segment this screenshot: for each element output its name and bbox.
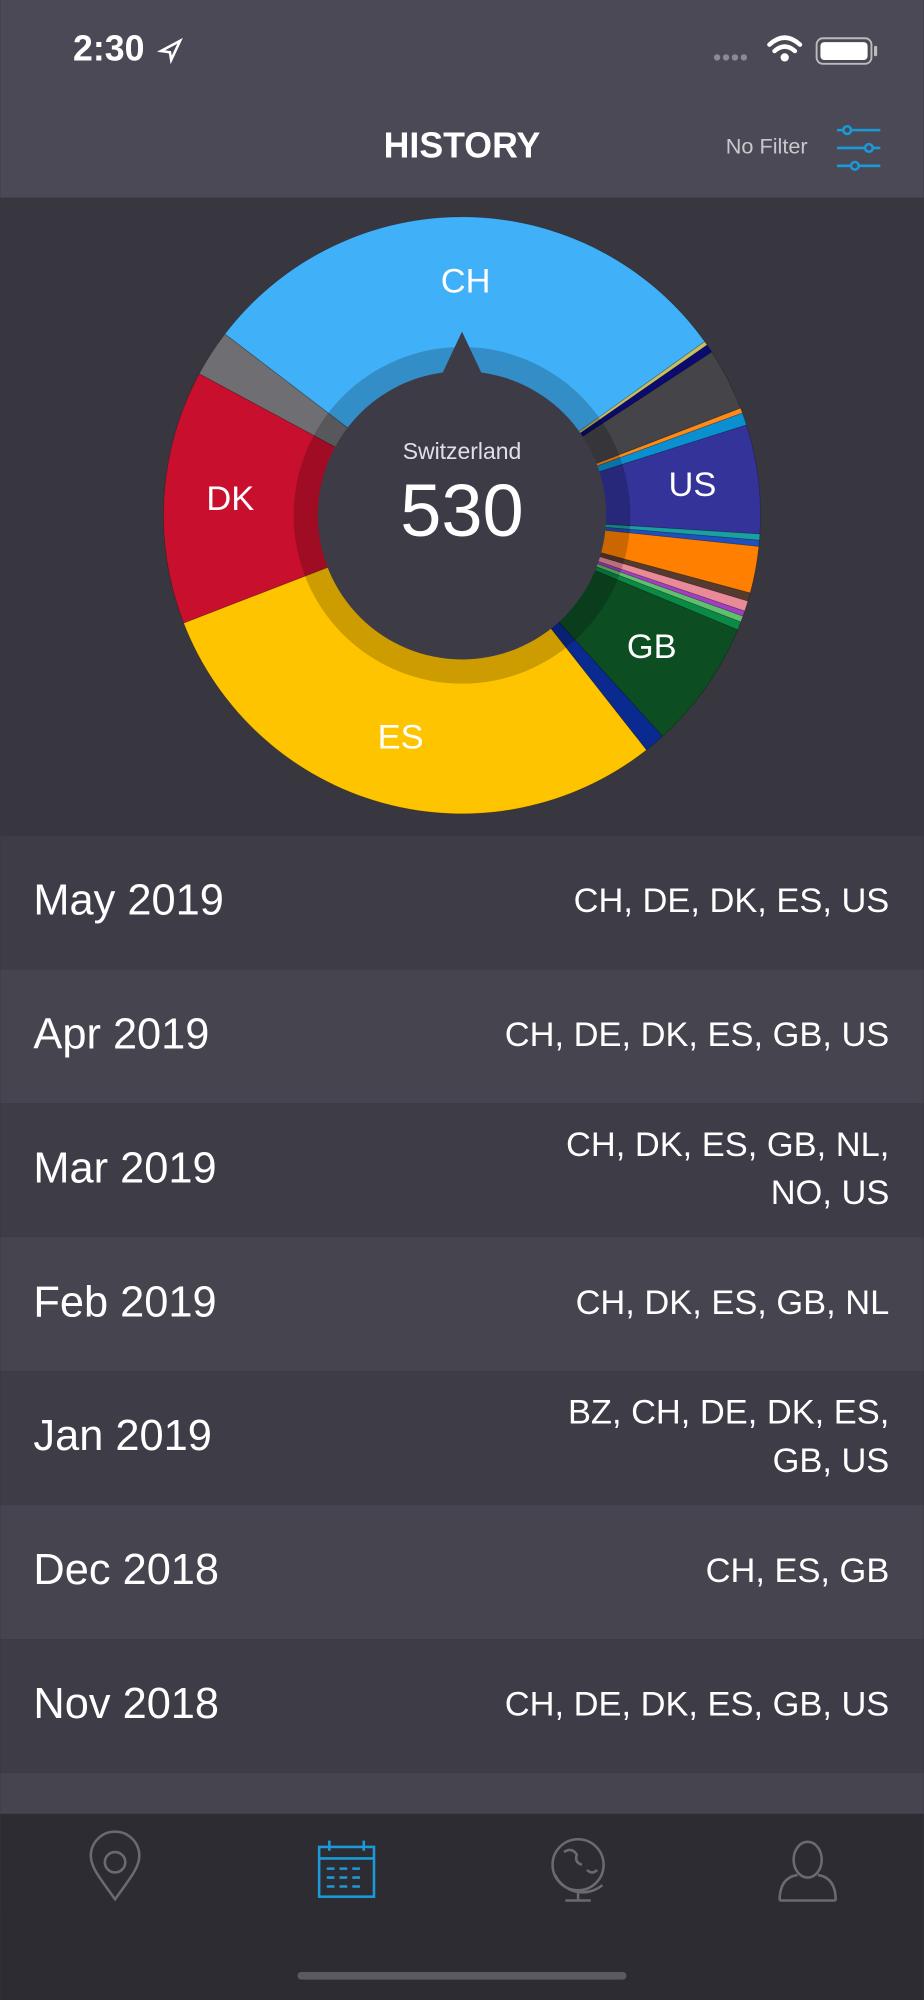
- row-month: Nov 2018: [33, 1680, 219, 1728]
- row-month: Dec 2018: [33, 1546, 219, 1594]
- center-value: 530: [400, 469, 523, 552]
- row-month: May 2019: [33, 877, 223, 925]
- row-countries: CH, DE, DK, ES, US: [574, 882, 890, 920]
- row-countries: CH, ES, GB: [706, 1552, 890, 1590]
- header-title: HISTORY: [384, 125, 541, 165]
- row-countries: GB, US: [773, 1442, 890, 1480]
- row-countries: BZ, CH, DE, DK, ES,: [568, 1394, 889, 1432]
- history-row[interactable]: [0, 1639, 924, 1773]
- history-row[interactable]: [0, 835, 924, 970]
- slice-label: DK: [206, 480, 254, 518]
- history-row[interactable]: [0, 969, 924, 1104]
- history-row[interactable]: [0, 1103, 924, 1238]
- row-countries: CH, DK, ES, GB, NL: [576, 1284, 890, 1322]
- tab-bar: [0, 1813, 924, 2000]
- slice-label: US: [668, 466, 716, 504]
- signal-icon: [713, 54, 748, 61]
- pointer: [441, 331, 483, 375]
- wifi-icon: [767, 35, 803, 62]
- tab-history[interactable]: [317, 1840, 376, 1898]
- row-month: Jan 2019: [33, 1412, 211, 1460]
- row-countries: NO, US: [771, 1174, 890, 1212]
- donut-chart: CH US GB ES DK: [163, 216, 761, 815]
- tab-location[interactable]: [89, 1830, 141, 1902]
- history-list: May 2019 CH, DE, DK, ES, US Apr 2019 CH, DE…: [0, 835, 924, 1907]
- location-icon: [156, 37, 183, 65]
- tab-profile[interactable]: [778, 1840, 837, 1902]
- status-time: 2:30: [73, 28, 144, 68]
- slice-label: ES: [378, 718, 424, 756]
- row-countries: CH, DE, DK, ES, GB, US: [505, 1686, 889, 1724]
- history-row[interactable]: [0, 1505, 924, 1640]
- history-row[interactable]: [0, 1237, 924, 1372]
- slice-label: GB: [627, 628, 677, 666]
- row-countries: CH, DE, DK, ES, GB, US: [505, 1016, 889, 1054]
- filter-label[interactable]: No Filter: [726, 134, 808, 159]
- tab-globe[interactable]: [551, 1838, 605, 1902]
- center-label: Switzerland: [403, 438, 522, 464]
- row-countries: CH, DK, ES, GB, NL,: [566, 1126, 889, 1164]
- donut-center: [317, 371, 607, 660]
- history-row[interactable]: [0, 1371, 924, 1506]
- row-month: Feb 2019: [33, 1278, 216, 1326]
- battery-icon: [815, 37, 878, 65]
- filter-icon[interactable]: [837, 125, 881, 171]
- row-month: Apr 2019: [33, 1010, 209, 1058]
- top-bar: [0, 0, 924, 198]
- tab-bar-bg: [0, 1813, 924, 2000]
- slice-label: CH: [441, 262, 491, 300]
- home-indicator: [297, 1971, 627, 1980]
- row-month: Mar 2019: [33, 1144, 216, 1192]
